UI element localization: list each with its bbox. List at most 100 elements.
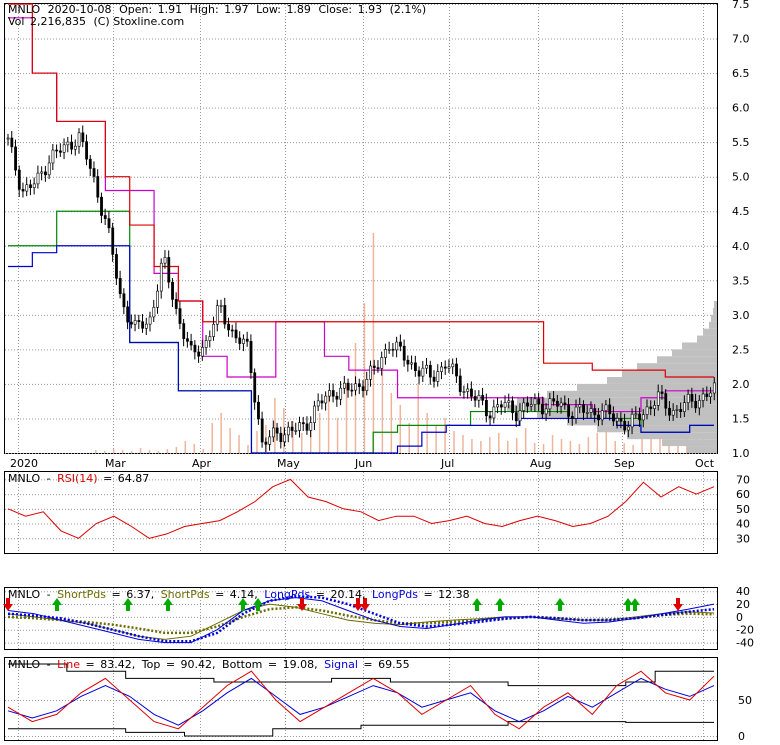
close-value: 1.93 xyxy=(358,3,383,16)
candle-body xyxy=(88,158,92,169)
kd-top-comma: , xyxy=(212,658,216,671)
volume-bar xyxy=(399,405,402,453)
candle-body xyxy=(548,398,552,410)
rsi-line xyxy=(7,478,715,539)
candle-body xyxy=(627,426,630,431)
candle-body xyxy=(51,149,55,164)
candle-body xyxy=(623,420,627,431)
x-tick-label: Sep xyxy=(614,457,635,470)
channel-magenta-line xyxy=(8,17,715,413)
candle-body xyxy=(339,387,343,400)
pds-ticker: MNLO xyxy=(8,588,40,601)
volume-bar xyxy=(202,449,204,453)
candle-body xyxy=(201,347,204,357)
candle-body xyxy=(578,404,582,408)
volume-bar xyxy=(507,441,509,453)
profile-bar xyxy=(507,404,717,412)
candle-body xyxy=(230,329,234,332)
candle-body xyxy=(212,323,216,337)
kd-top-eq: = xyxy=(166,658,175,671)
volume-bar xyxy=(435,425,437,453)
credit: (C) Stoxline.com xyxy=(93,15,184,28)
rsi-title: RSI(14) xyxy=(57,472,97,485)
volume-bar xyxy=(560,439,563,453)
candle-body xyxy=(649,406,653,409)
candle-body xyxy=(499,404,503,408)
candle-body xyxy=(298,422,301,431)
volume-bars xyxy=(95,233,706,453)
candle-body xyxy=(118,277,122,295)
candle-body xyxy=(645,406,649,415)
pds-tick-label: -20 xyxy=(736,624,754,637)
rsi-tick-label: 40 xyxy=(736,518,750,531)
candle-body xyxy=(268,436,272,445)
candle-body xyxy=(653,405,656,409)
candle-body xyxy=(477,395,481,401)
open-label: Open: xyxy=(119,3,152,16)
rsi-ticker: MNLO xyxy=(8,472,40,485)
high-label: High: xyxy=(190,3,219,16)
candle-body xyxy=(507,400,511,403)
candle-body xyxy=(257,401,260,420)
candle-body xyxy=(391,348,395,351)
price-tick-label: 3.0 xyxy=(732,309,750,322)
price-tick-label: 3.5 xyxy=(732,274,750,287)
kd-top-name: Top xyxy=(141,658,161,671)
candle-body xyxy=(458,375,462,392)
candle-body xyxy=(496,404,500,408)
candle-body xyxy=(272,427,275,438)
candle-body xyxy=(712,382,716,394)
candle-body xyxy=(253,372,257,403)
pds-s3-eq: = xyxy=(316,588,325,601)
rsi-series xyxy=(7,478,715,539)
candle-body xyxy=(309,422,313,431)
candle-body xyxy=(671,410,675,416)
volume-bar xyxy=(381,363,384,453)
profile-bar xyxy=(714,301,717,308)
pds-s2-eq: = xyxy=(215,588,224,601)
volume-bar xyxy=(184,441,187,453)
candle-body xyxy=(570,415,574,419)
sell-arrow xyxy=(3,598,13,611)
candle-body xyxy=(279,432,283,443)
candle-body xyxy=(130,321,133,325)
candle-body xyxy=(182,323,186,339)
pds-s3-value: 20.14 xyxy=(330,588,362,601)
x-tick-label: Aug xyxy=(530,457,551,470)
candle-body xyxy=(664,393,668,409)
candle-body xyxy=(466,388,470,392)
candle-body xyxy=(331,390,335,397)
profile-bar xyxy=(637,363,717,371)
volume-bar xyxy=(95,450,97,453)
candle-body xyxy=(481,395,485,401)
candle-body xyxy=(630,413,634,428)
candle-body xyxy=(402,345,406,361)
kd-bottom-value: 19.08 xyxy=(283,658,315,671)
volume-bar xyxy=(292,421,294,453)
low-value: 1.89 xyxy=(286,3,311,16)
profile-bar xyxy=(607,377,717,384)
volume-bar xyxy=(121,450,124,453)
volume-bar xyxy=(632,445,634,453)
long-pds-dotted-line xyxy=(7,595,715,643)
candle-body xyxy=(582,404,585,413)
candle-body xyxy=(208,336,212,341)
candle-body xyxy=(316,400,320,407)
candle-body xyxy=(290,426,294,431)
stochastic-series xyxy=(7,663,715,737)
profile-bar xyxy=(657,356,717,364)
volume-bar xyxy=(417,383,419,453)
candle-body xyxy=(634,413,638,416)
candle-body xyxy=(514,412,518,422)
volume-bar xyxy=(229,428,231,453)
candle-body xyxy=(698,400,701,409)
candle-body xyxy=(47,162,51,176)
profile-bar xyxy=(709,321,717,329)
price-panel xyxy=(4,3,718,454)
candle-body xyxy=(384,349,387,358)
candle-body xyxy=(159,262,163,292)
volume-bar xyxy=(336,418,339,453)
price-tick-label: 5.5 xyxy=(732,136,750,149)
stochastic-header: MNLO - Line = 83.42, Top = 90.42, Bottom… xyxy=(8,658,410,671)
candle-body xyxy=(55,149,59,152)
